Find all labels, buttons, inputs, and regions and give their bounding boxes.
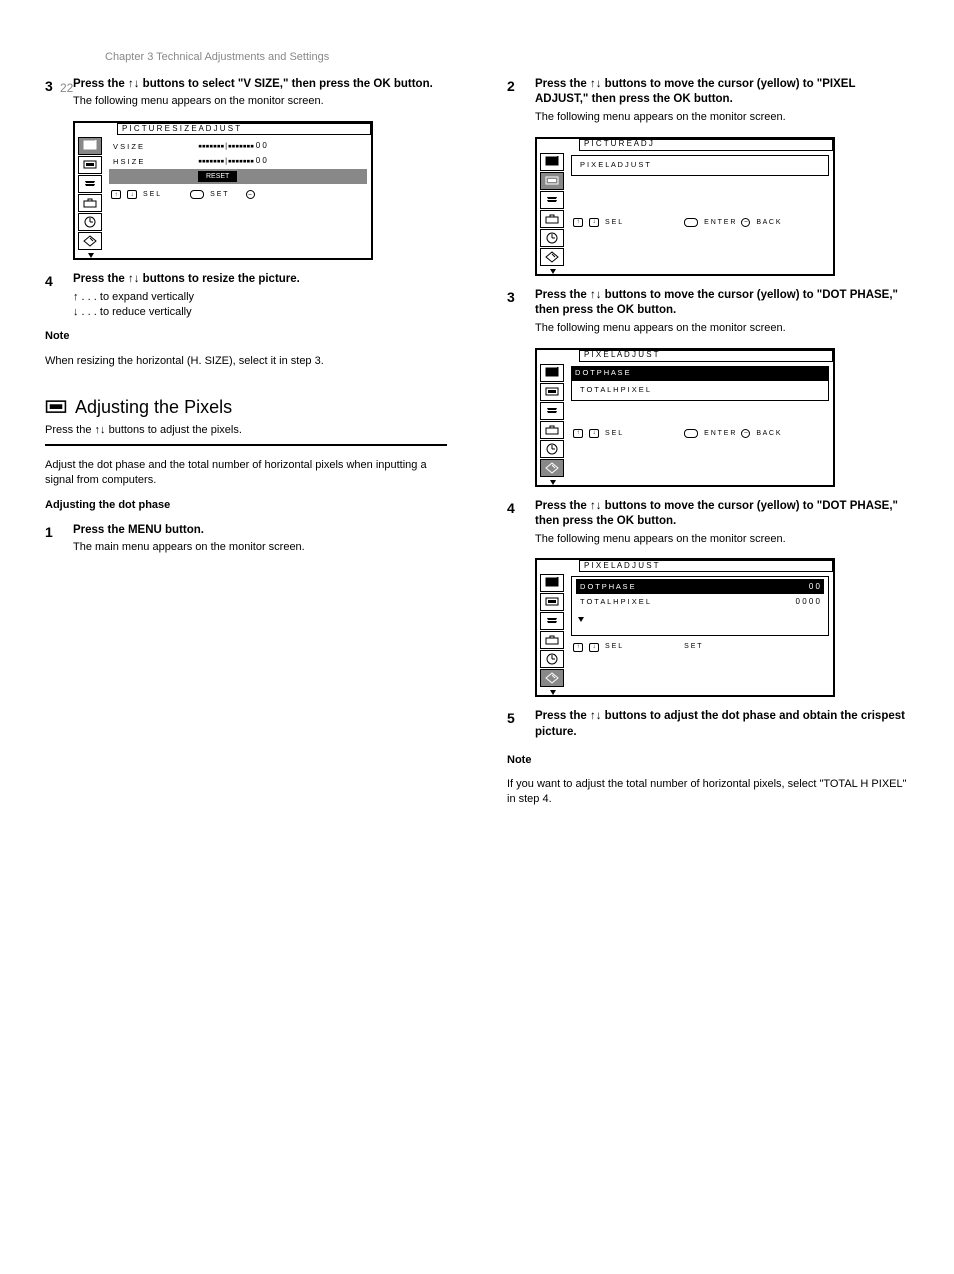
osd-row-vsize: V S I Z E▪▪▪▪▪▪▪|▪▪▪▪▪▪▪0 0 [109, 139, 367, 154]
stack-icon [540, 402, 564, 420]
stack-icon [540, 191, 564, 209]
step-4r: 4 Press the ↑↓ buttons to move the curso… [507, 499, 909, 547]
diamond-icon [540, 459, 564, 477]
chapter-title: Chapter 3 Technical Adjustments and Sett… [105, 50, 909, 65]
screen-icon [540, 574, 564, 592]
down-arrow-icon [550, 269, 556, 274]
screen-icon [540, 153, 564, 171]
minus-icon: – [246, 190, 255, 199]
clock-icon [78, 213, 102, 231]
osd-picture-adj: P I C T U R E A D J P I X E L A D J U S … [535, 137, 835, 276]
note-text: When resizing the horizontal (H. SIZE), … [45, 354, 447, 369]
frame-icon [540, 172, 564, 190]
screen-icon [78, 137, 102, 155]
osd-pixel-adjust-1: P I X E L A D J U S T D O T P H A S E T … [535, 348, 835, 487]
step-2r: 2 Press the ↑↓ buttons to move the curso… [507, 77, 909, 125]
osd-row-dotphase: D O T P H A S E [571, 366, 829, 381]
diamond-icon [540, 248, 564, 266]
step-4: 4 Press the ↑↓ buttons to resize the pic… [45, 272, 447, 319]
section-body: Adjust the dot phase and the total numbe… [45, 458, 447, 488]
osd-row-totalhpixel: T O T A L H P I X E L [576, 383, 824, 398]
frame-icon [540, 383, 564, 401]
right-column: 2 Press the ↑↓ buttons to move the curso… [507, 77, 909, 817]
osd-row-pixeladjust: P I X E L A D J U S T [576, 158, 824, 173]
clock-icon [540, 650, 564, 668]
toolbox-icon [540, 210, 564, 228]
page-number: 22 [60, 80, 73, 96]
left-column: 3 Press the ↑↓ buttons to select "V SIZE… [45, 77, 447, 817]
section-heading: Adjusting the Pixels [45, 395, 447, 419]
down-icon: ↓ [127, 190, 137, 199]
osd-pixel-adjust-2: P I X E L A D J U S T D O T P H A S E0 0… [535, 558, 835, 697]
step-3: 3 Press the ↑↓ buttons to select "V SIZE… [45, 77, 447, 109]
osd-row-dotphase: D O T P H A S E0 0 [576, 579, 824, 594]
down-arrow-icon [550, 690, 556, 695]
subheading: Adjusting the dot phase [45, 498, 447, 513]
down-arrow-icon [88, 253, 94, 258]
diamond-icon [78, 232, 102, 250]
step-1b: 1 Press the MENU button. The main menu a… [45, 523, 447, 555]
clock-icon [540, 229, 564, 247]
stack-icon [540, 612, 564, 630]
osd-row-reset: RESET [109, 169, 367, 184]
down-arrow-icon [550, 480, 556, 485]
note-text-right: If you want to adjust the total number o… [507, 777, 909, 807]
toolbox-icon [540, 631, 564, 649]
screen-icon [540, 364, 564, 382]
up-icon: ↑ [111, 190, 121, 199]
osd-title: P I C T U R E S I Z E A D J U S T [117, 123, 371, 135]
osd-sidebar [75, 137, 105, 258]
frame-icon [78, 156, 102, 174]
osd-row-hsize: H S I Z E▪▪▪▪▪▪▪|▪▪▪▪▪▪▪0 0 [109, 154, 367, 169]
clock-icon [540, 440, 564, 458]
ok-icon [190, 190, 204, 199]
toolbox-icon [540, 421, 564, 439]
step-3r: 3 Press the ↑↓ buttons to move the curso… [507, 288, 909, 336]
frame-icon [540, 593, 564, 611]
stack-icon [78, 175, 102, 193]
osd-picture-size-adjust: P I C T U R E S I Z E A D J U S T V S I … [73, 121, 373, 260]
toolbox-icon [78, 194, 102, 212]
diamond-icon [540, 669, 564, 687]
osd-footer: ↑ ↓ S E L S E T – [109, 190, 367, 199]
step-5: 5 Press the ↑↓ buttons to adjust the dot… [507, 709, 909, 742]
section-rule [45, 444, 447, 446]
osd-row-totalhpixel: T O T A L H P I X E L0 0 0 0 [576, 594, 824, 609]
